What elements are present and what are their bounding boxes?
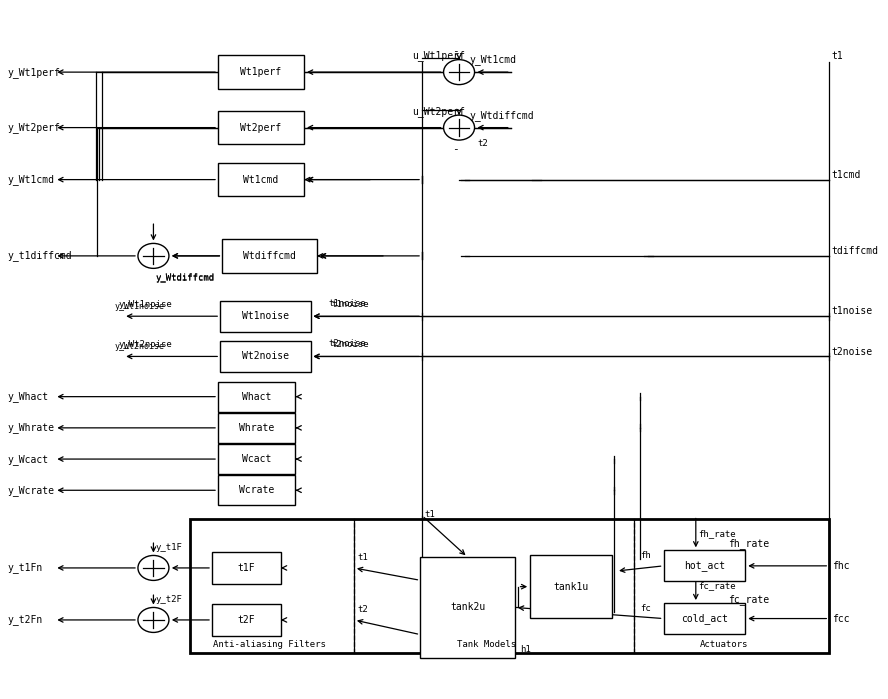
Bar [220, 341, 311, 372]
Text: y_Wt1cmd: y_Wt1cmd [470, 55, 517, 65]
Bar [190, 519, 829, 654]
Bar [218, 413, 296, 442]
Text: tank2u: tank2u [450, 603, 486, 612]
Bar [218, 111, 304, 144]
Text: y_Whact: y_Whact [7, 391, 48, 402]
Text: t1: t1 [424, 510, 435, 519]
Text: t2: t2 [477, 138, 488, 147]
Text: Wcrate: Wcrate [239, 485, 274, 496]
Text: Wcact: Wcact [242, 454, 272, 464]
Text: Wt1perf: Wt1perf [241, 67, 281, 77]
Text: t1noise: t1noise [329, 299, 366, 308]
Circle shape [444, 115, 474, 140]
Text: y_Wt1noise: y_Wt1noise [115, 302, 164, 310]
Text: Actuators: Actuators [700, 640, 749, 649]
Text: tank1u: tank1u [553, 582, 589, 591]
Text: Wt2perf: Wt2perf [241, 122, 281, 133]
Text: Wt1noise: Wt1noise [242, 311, 289, 322]
Text: y_t2Fn: y_t2Fn [7, 614, 43, 626]
Text: y_Wtdiffcmd: y_Wtdiffcmd [470, 110, 534, 121]
Text: y_t1Fn: y_t1Fn [7, 563, 43, 573]
Text: t1noise: t1noise [832, 306, 873, 317]
Text: y_Whrate: y_Whrate [7, 422, 54, 433]
Text: y_Wtdiffcmd: y_Wtdiffcmd [156, 273, 215, 282]
Text: Tank Models: Tank Models [457, 640, 516, 649]
Text: y_t2F: y_t2F [156, 595, 183, 604]
Text: t2noise: t2noise [331, 340, 369, 350]
Circle shape [444, 59, 474, 85]
Text: -: - [452, 144, 459, 154]
Text: tdiffcmd: tdiffcmd [832, 246, 879, 256]
Text: t1cmd: t1cmd [832, 170, 861, 180]
Text: t2noise: t2noise [329, 339, 366, 348]
Circle shape [138, 243, 169, 268]
Text: t1: t1 [832, 51, 844, 62]
Bar [663, 603, 745, 634]
Text: Whact: Whact [242, 391, 272, 402]
Bar [218, 55, 304, 89]
Text: t1: t1 [358, 554, 369, 563]
Text: cold_act: cold_act [681, 613, 728, 624]
Text: u_Wt2perf: u_Wt2perf [412, 106, 464, 117]
Text: t2: t2 [358, 605, 369, 614]
Text: y_Wt1cmd: y_Wt1cmd [7, 174, 54, 185]
Text: h1: h1 [520, 645, 531, 654]
Text: Whrate: Whrate [239, 423, 274, 433]
Text: fc_rate: fc_rate [728, 593, 770, 605]
Text: t2F: t2F [238, 615, 255, 625]
Text: u_Wt1perf: u_Wt1perf [412, 50, 464, 61]
Circle shape [138, 607, 169, 633]
Bar [218, 163, 304, 196]
Bar [212, 605, 281, 635]
Text: y_t1F: y_t1F [156, 543, 183, 552]
Text: fcc: fcc [832, 614, 850, 624]
Text: y_Wt1perf: y_Wt1perf [7, 66, 60, 78]
Text: fc: fc [640, 604, 651, 613]
Text: y_Wt2noise: y_Wt2noise [119, 340, 173, 350]
Circle shape [138, 556, 169, 580]
Text: t1F: t1F [238, 563, 255, 573]
Text: fh: fh [640, 552, 651, 561]
Bar [218, 444, 296, 474]
Text: y_Wt2noise: y_Wt2noise [115, 342, 164, 351]
Text: y_Wt2perf: y_Wt2perf [7, 122, 60, 133]
Bar [220, 301, 311, 332]
Text: fh_rate: fh_rate [728, 538, 770, 549]
Text: Wt1cmd: Wt1cmd [243, 175, 279, 185]
Text: Anti-aliasing Filters: Anti-aliasing Filters [213, 640, 326, 649]
Bar [663, 550, 745, 582]
Bar [222, 239, 317, 273]
Bar [212, 552, 281, 584]
Text: hot_act: hot_act [684, 561, 725, 571]
Text: fc_rate: fc_rate [698, 582, 736, 591]
Text: y_Wcact: y_Wcact [7, 454, 48, 465]
Text: fhc: fhc [832, 561, 850, 571]
Bar [420, 557, 515, 658]
Bar [530, 556, 612, 618]
Text: y_Wcrate: y_Wcrate [7, 485, 54, 496]
Text: y_t1diffcmd: y_t1diffcmd [7, 250, 72, 261]
Bar [218, 475, 296, 505]
Text: -: - [452, 46, 459, 56]
Text: Wtdiffcmd: Wtdiffcmd [243, 251, 296, 261]
Text: t2noise: t2noise [832, 347, 873, 356]
Text: y_Wt1noise: y_Wt1noise [119, 301, 173, 309]
Text: y_Wtdiffcmd: y_Wtdiffcmd [156, 274, 215, 283]
Text: t1noise: t1noise [331, 301, 369, 309]
Text: fh_rate: fh_rate [698, 528, 736, 538]
Bar [218, 382, 296, 412]
Text: Wt2noise: Wt2noise [242, 352, 289, 361]
